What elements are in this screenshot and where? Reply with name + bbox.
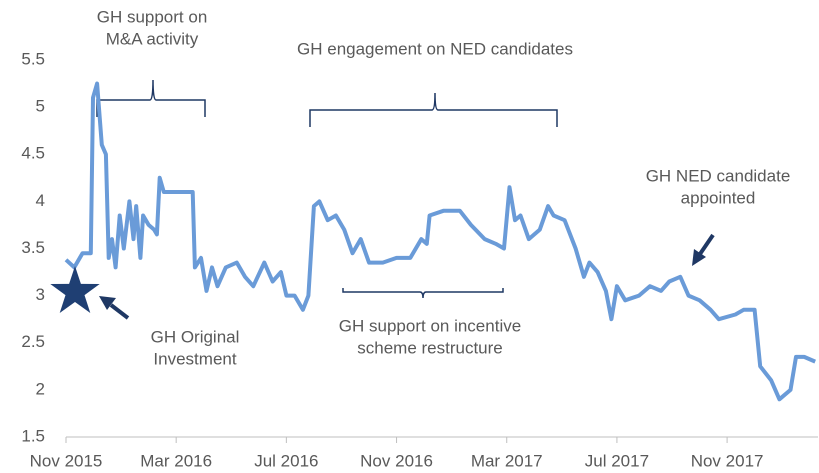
x-tick-label: Mar 2016 [140, 451, 212, 470]
x-tick-label: Nov 2017 [691, 451, 764, 470]
y-tick-label: 3 [36, 285, 45, 304]
annotation: appointed [681, 188, 756, 207]
y-tick-label: 1.5 [21, 426, 45, 445]
arrow [99, 233, 715, 320]
brace [96, 79, 206, 117]
y-tick-label: 2.5 [21, 332, 45, 351]
star [50, 266, 100, 313]
annotation: GH NED candidate [646, 166, 791, 185]
x-tick-label: Mar 2017 [471, 451, 543, 470]
annotation: GH engagement on NED candidates [297, 39, 573, 58]
annotation: GH Original [151, 327, 240, 346]
y-tick-label: 5 [36, 97, 45, 116]
x-tick-label: Nov 2015 [30, 451, 103, 470]
annotation: Investment [153, 349, 236, 368]
annotation: scheme restructure [357, 338, 503, 357]
y-tick-label: 4 [36, 191, 45, 210]
brace [342, 288, 504, 299]
annotation: GH support on [97, 7, 208, 26]
y-tick-label: 2 [36, 379, 45, 398]
y-tick-label: 3.5 [21, 238, 45, 257]
annotation: GH support on incentive [339, 316, 521, 335]
x-tick-label: Jul 2016 [254, 451, 318, 470]
brace [309, 92, 558, 127]
y-tick-label: 5.5 [21, 49, 45, 68]
y-tick-label: 4.5 [21, 144, 45, 163]
price-line [64, 81, 816, 402]
x-tick-label: Jul 2017 [585, 451, 649, 470]
annotation: M&A activity [106, 29, 199, 48]
x-tick-label: Nov 2016 [360, 451, 433, 470]
